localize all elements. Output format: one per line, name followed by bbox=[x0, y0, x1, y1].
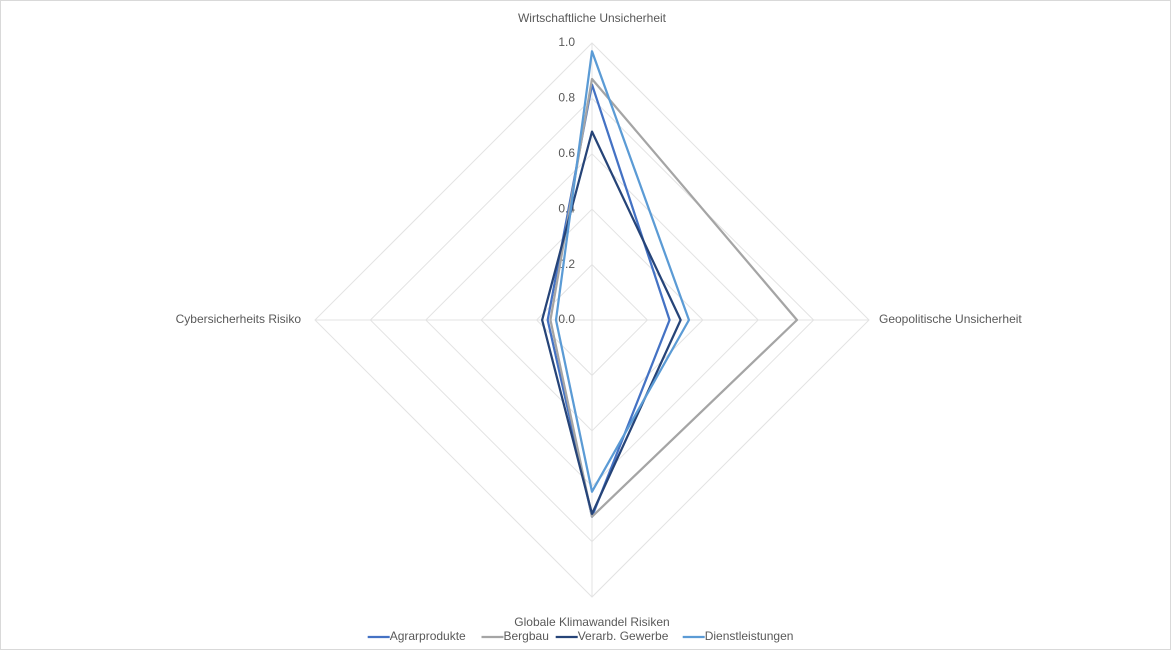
axis-label: Cybersicherheits Risiko bbox=[176, 312, 302, 326]
axis-label: Wirtschaftliche Unsicherheit bbox=[518, 11, 667, 25]
tick-label: 0.0 bbox=[558, 312, 575, 326]
series-line bbox=[554, 50, 691, 493]
legend-label: Agrarprodukte bbox=[390, 629, 466, 643]
series-line bbox=[541, 130, 682, 516]
legend-label: Dienstleistungen bbox=[705, 629, 794, 643]
legend-label: Bergbau bbox=[504, 629, 549, 643]
axis-label: Globale Klimawandel Risiken bbox=[514, 615, 669, 629]
tick-label: 0.6 bbox=[558, 146, 575, 160]
tick-label: 0.8 bbox=[558, 91, 575, 105]
axis-label: Geopolitische Unsicherheit bbox=[879, 312, 1022, 326]
legend-label: Verarb. Gewerbe bbox=[578, 629, 669, 643]
tick-label: 1.0 bbox=[558, 35, 575, 49]
